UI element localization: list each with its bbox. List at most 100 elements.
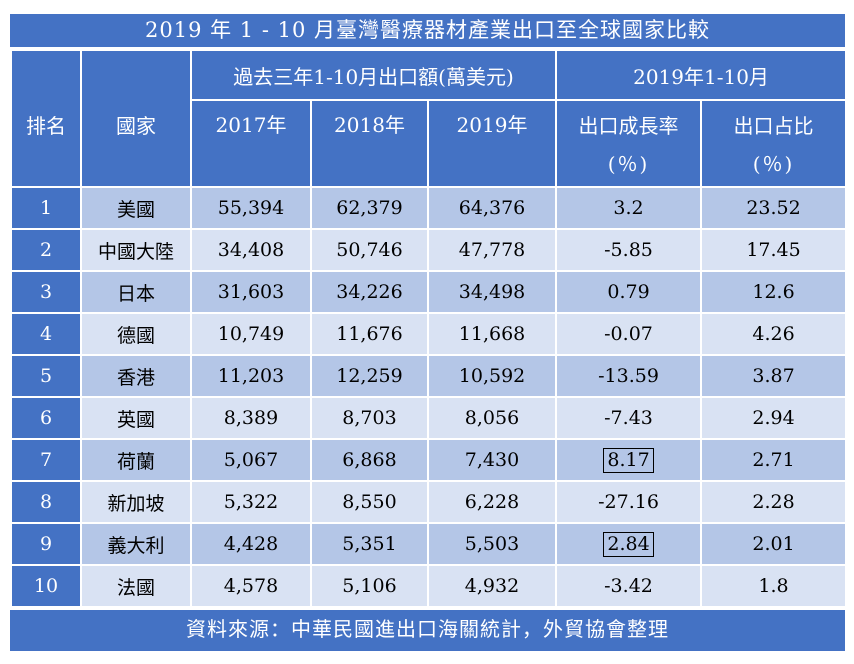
export-2019-cell: 34,498 <box>426 270 558 314</box>
table-header: 排名 國家 過去三年1-10月出口額(萬美元) 2019年1-10月 2017年… <box>10 49 848 188</box>
export-2019-cell: 11,668 <box>426 312 558 356</box>
table-container: 2019 年 1 - 10 月臺灣醫療器材產業出口至全球國家比較 排名 國家 過… <box>10 14 848 651</box>
col-header-country: 國家 <box>80 49 192 188</box>
growth-rate-cell: -13.59 <box>555 354 703 398</box>
export-2018-cell: 12,259 <box>310 354 429 398</box>
export-2018-cell: 11,676 <box>310 312 429 356</box>
source-note: 資料來源：中華民國進出口海關統計，外貿協會整理 <box>10 610 845 651</box>
export-2019-cell: 8,056 <box>426 396 558 440</box>
share-cell: 3.87 <box>700 354 848 398</box>
export-2017-cell: 31,603 <box>190 270 312 314</box>
rank-cell: 7 <box>10 438 82 482</box>
growth-rate-value: -3.42 <box>604 575 653 597</box>
share-label: 出口占比 <box>733 114 814 138</box>
share-cell: 12.6 <box>700 270 848 314</box>
share-unit: (％) <box>752 152 795 176</box>
export-2018-cell: 8,550 <box>310 480 429 524</box>
header-row-columns: 2017年 2018年 2019年 出口成長率 (％) 出口占比 (％) <box>11 99 848 188</box>
country-cell: 英國 <box>80 396 192 440</box>
growth-rate-unit: (％) <box>607 152 650 176</box>
table-row: 3 日本 31,603 34,226 34,498 0.79 12.6 <box>10 270 848 314</box>
export-2018-cell: 62,379 <box>310 186 429 230</box>
growth-rate-cell: -27.16 <box>555 480 703 524</box>
export-2019-cell: 6,228 <box>426 480 558 524</box>
country-cell: 新加坡 <box>80 480 192 524</box>
table-row: 1 美國 55,394 62,379 64,376 3.2 23.52 <box>10 186 848 230</box>
rank-cell: 3 <box>10 270 82 314</box>
country-cell: 義大利 <box>80 522 192 566</box>
country-cell: 美國 <box>80 186 192 230</box>
export-2017-cell: 8,389 <box>190 396 312 440</box>
export-2018-cell: 50,746 <box>310 228 429 272</box>
table-row: 10 法國 4,578 5,106 4,932 -3.42 1.8 <box>10 564 848 608</box>
export-2017-cell: 10,749 <box>190 312 312 356</box>
country-cell: 日本 <box>80 270 192 314</box>
share-cell: 2.28 <box>700 480 848 524</box>
export-2019-cell: 10,592 <box>426 354 558 398</box>
export-2018-cell: 5,106 <box>310 564 429 608</box>
export-comparison-table: 排名 國家 過去三年1-10月出口額(萬美元) 2019年1-10月 2017年… <box>10 49 848 608</box>
col-group-past-three-years: 過去三年1-10月出口額(萬美元) <box>189 49 558 101</box>
export-2017-cell: 55,394 <box>190 186 312 230</box>
share-cell: 2.94 <box>700 396 848 440</box>
table-row: 4 德國 10,749 11,676 11,668 -0.07 4.26 <box>10 312 848 356</box>
growth-rate-cell: 3.2 <box>555 186 703 230</box>
growth-rate-label: 出口成長率 <box>578 114 679 138</box>
export-2017-cell: 11,203 <box>190 354 312 398</box>
export-2018-cell: 8,703 <box>310 396 429 440</box>
rank-cell: 5 <box>10 354 82 398</box>
rank-cell: 10 <box>10 564 82 608</box>
growth-rate-value: -13.59 <box>598 365 659 387</box>
export-2018-cell: 5,351 <box>310 522 429 566</box>
growth-rate-value: 2.84 <box>603 532 654 557</box>
export-2017-cell: 34,408 <box>190 228 312 272</box>
col-header-2018: 2018年 <box>310 99 429 188</box>
export-2019-cell: 47,778 <box>426 228 558 272</box>
export-2019-cell: 4,932 <box>426 564 558 608</box>
growth-rate-value: -7.43 <box>604 407 653 429</box>
rank-cell: 4 <box>10 312 82 356</box>
table-row: 5 香港 11,203 12,259 10,592 -13.59 3.87 <box>10 354 848 398</box>
share-cell: 4.26 <box>700 312 848 356</box>
country-cell: 中國大陸 <box>80 228 192 272</box>
table-row: 9 義大利 4,428 5,351 5,503 2.84 2.01 <box>10 522 848 566</box>
col-header-share: 出口占比 (％) <box>700 99 848 188</box>
country-cell: 法國 <box>80 564 192 608</box>
country-cell: 德國 <box>80 312 192 356</box>
export-2017-cell: 4,578 <box>190 564 312 608</box>
rank-cell: 8 <box>10 480 82 524</box>
country-cell: 香港 <box>80 354 192 398</box>
table-row: 2 中國大陸 34,408 50,746 47,778 -5.85 17.45 <box>10 228 848 272</box>
growth-rate-cell: 2.84 <box>555 522 703 566</box>
table-body: 1 美國 55,394 62,379 64,376 3.2 23.52 2 中國… <box>10 186 848 608</box>
share-cell: 2.71 <box>700 438 848 482</box>
col-header-growth-rate: 出口成長率 (％) <box>555 99 703 188</box>
table-row: 8 新加坡 5,322 8,550 6,228 -27.16 2.28 <box>10 480 848 524</box>
growth-rate-cell: 8.17 <box>555 438 703 482</box>
growth-rate-value: -5.85 <box>604 239 653 261</box>
col-header-2017: 2017年 <box>190 99 312 188</box>
export-2018-cell: 6,868 <box>310 438 429 482</box>
export-2019-cell: 64,376 <box>426 186 558 230</box>
export-2019-cell: 5,503 <box>426 522 558 566</box>
table-title: 2019 年 1 - 10 月臺灣醫療器材產業出口至全球國家比較 <box>10 14 845 47</box>
col-group-2019: 2019年1-10月 <box>555 49 848 101</box>
col-header-rank: 排名 <box>10 49 82 188</box>
growth-rate-value: -0.07 <box>604 323 653 345</box>
growth-rate-cell: -0.07 <box>555 312 703 356</box>
growth-rate-cell: 0.79 <box>555 270 703 314</box>
export-2017-cell: 5,322 <box>190 480 312 524</box>
header-row-groups: 排名 國家 過去三年1-10月出口額(萬美元) 2019年1-10月 <box>10 49 848 188</box>
rank-cell: 1 <box>10 186 82 230</box>
rank-cell: 6 <box>10 396 82 440</box>
growth-rate-value: -27.16 <box>598 491 659 513</box>
share-cell: 2.01 <box>700 522 848 566</box>
share-cell: 1.8 <box>700 564 848 608</box>
table-row: 7 荷蘭 5,067 6,868 7,430 8.17 2.71 <box>10 438 848 482</box>
share-cell: 23.52 <box>700 186 848 230</box>
country-cell: 荷蘭 <box>80 438 192 482</box>
growth-rate-cell: -5.85 <box>555 228 703 272</box>
col-header-2019: 2019年 <box>426 99 558 188</box>
share-cell: 17.45 <box>700 228 848 272</box>
